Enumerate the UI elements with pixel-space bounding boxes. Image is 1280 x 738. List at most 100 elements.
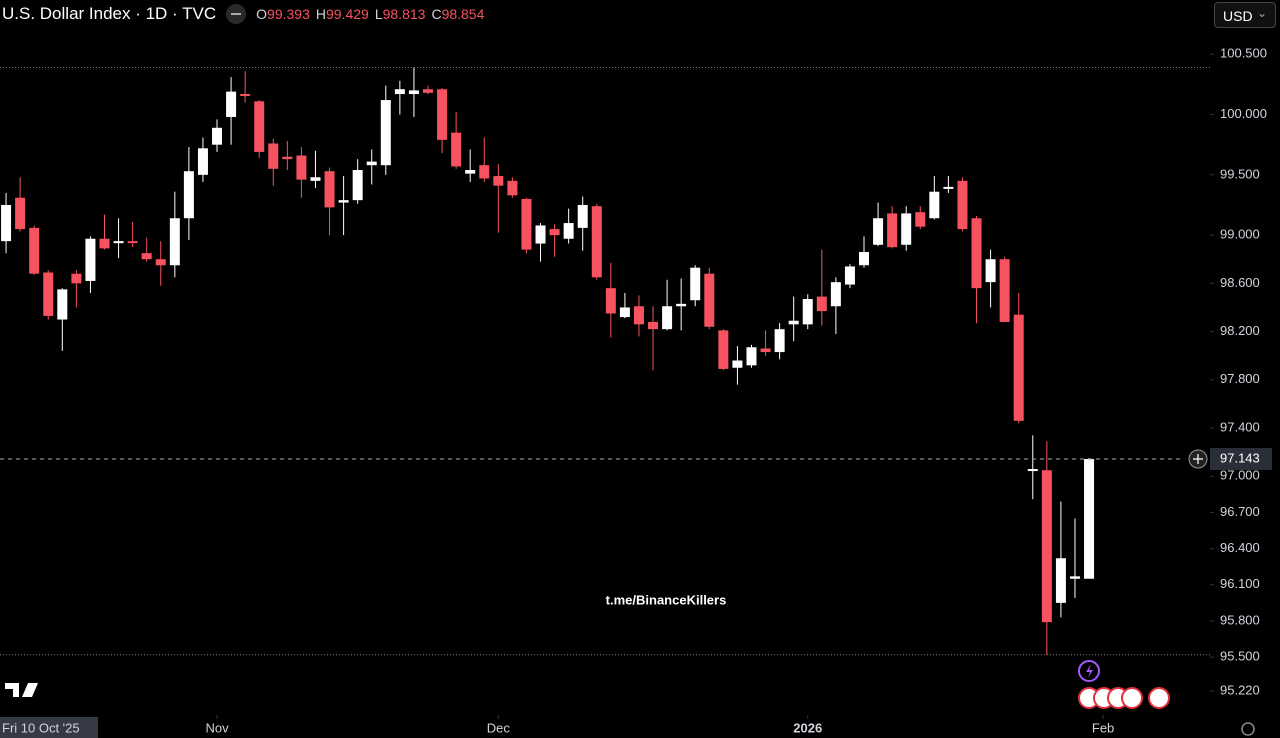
currency-select[interactable]: USD	[1214, 0, 1276, 28]
x-tick-label: Nov	[205, 720, 229, 735]
candle-body	[605, 288, 616, 314]
candle-body	[1041, 470, 1052, 623]
ohlc-value: 99.393	[267, 6, 310, 22]
candle-body	[493, 176, 504, 186]
candle-body	[465, 170, 476, 174]
candle-body	[43, 272, 54, 316]
candle-body	[29, 227, 40, 274]
candle-body	[760, 348, 771, 353]
y-tick-label: 95.220	[1220, 682, 1260, 697]
candle-body	[394, 89, 405, 95]
y-tick-label: 96.700	[1220, 504, 1260, 519]
candle-body	[788, 320, 799, 325]
candle-body	[155, 259, 166, 266]
candle-body	[310, 177, 321, 181]
candle-body	[197, 148, 208, 175]
ohlc-label: L	[374, 6, 383, 22]
candle-body	[816, 296, 827, 312]
y-tick-label: 98.200	[1220, 323, 1260, 338]
candle-body	[338, 200, 349, 203]
settings-icon[interactable]	[1241, 722, 1255, 736]
candle-body	[591, 206, 602, 278]
y-tick-label: 99.000	[1220, 227, 1260, 242]
candle-body	[85, 238, 96, 281]
symbol-title: U.S. Dollar Index · 1D · TVC	[2, 4, 217, 23]
candle-body	[1084, 459, 1095, 579]
last-price-label: 97.143	[1220, 450, 1260, 465]
y-tick-label: 97.400	[1220, 419, 1260, 434]
y-tick-label: 97.000	[1220, 468, 1260, 483]
candle-body	[844, 266, 855, 285]
ohlc-label: O	[256, 6, 268, 22]
candle-body	[479, 165, 490, 179]
candle-body	[1013, 314, 1024, 421]
plus-icon	[1193, 454, 1203, 465]
x-tick-label: Dec	[487, 720, 511, 735]
header: U.S. Dollar Index · 1D · TVC O 99.393 H 99…	[2, 4, 490, 24]
candle-body	[183, 171, 194, 219]
candle-body	[15, 197, 26, 230]
candle-body	[985, 259, 996, 283]
ohlc-label: H	[315, 6, 326, 22]
candle-body	[226, 91, 237, 117]
candle-body	[169, 218, 180, 266]
candle-body	[71, 273, 82, 284]
candle-body	[380, 100, 391, 166]
tv-logo	[5, 683, 38, 697]
candle-body	[240, 94, 251, 97]
candle-body	[366, 161, 377, 166]
y-tick-label: 96.100	[1220, 576, 1260, 591]
candle-body	[563, 223, 574, 239]
candle-body	[296, 155, 307, 180]
ohlc-label: C	[431, 6, 442, 22]
candle-body	[746, 347, 757, 366]
candle-body	[662, 306, 673, 330]
watermark: t.me/BinanceKillers	[606, 592, 727, 607]
candle-body	[690, 267, 701, 301]
candle-body	[352, 170, 363, 201]
candle-body	[507, 180, 518, 196]
candle-body	[1069, 576, 1080, 579]
candle-body	[676, 303, 687, 307]
candle-body	[521, 198, 532, 250]
candle-body	[282, 156, 293, 160]
candle-body	[633, 306, 644, 325]
ohlc-value: 98.854	[441, 6, 485, 22]
candle-body	[577, 204, 588, 228]
candle-body	[971, 218, 982, 289]
candle-body	[437, 89, 448, 140]
candle-body	[254, 101, 265, 152]
candle-body	[619, 307, 630, 318]
candle-body	[943, 186, 954, 189]
y-tick-label: 96.400	[1220, 540, 1260, 555]
candle-body	[704, 273, 715, 327]
candle-body	[212, 127, 223, 145]
candle-body	[830, 282, 841, 307]
date-label-box	[0, 717, 98, 738]
candle-body	[999, 259, 1010, 322]
x-tick-label: 2026	[793, 720, 822, 735]
date-label: Fri 10 Oct '25	[2, 720, 80, 735]
candle-body	[718, 330, 729, 369]
candle-body	[859, 251, 870, 266]
collapse-button[interactable]	[226, 4, 247, 24]
candle-body	[535, 225, 546, 244]
candle-body	[113, 241, 124, 244]
y-tick-label: 95.800	[1220, 612, 1260, 627]
ohlc-value: 99.429	[325, 6, 369, 22]
candle-body	[648, 321, 659, 330]
candle-body	[901, 213, 912, 245]
candle-body	[451, 132, 462, 167]
last-price-box	[1210, 448, 1272, 471]
y-tick-label: 100.000	[1220, 106, 1267, 121]
y-tick-label: 98.600	[1220, 275, 1260, 290]
candle-body	[732, 360, 743, 368]
candle-body	[549, 229, 560, 236]
candle-body	[1, 204, 12, 242]
candle-body	[957, 180, 968, 230]
y-tick-label: 95.500	[1220, 649, 1260, 664]
candle-body	[1055, 558, 1066, 603]
candle-body	[873, 218, 884, 245]
